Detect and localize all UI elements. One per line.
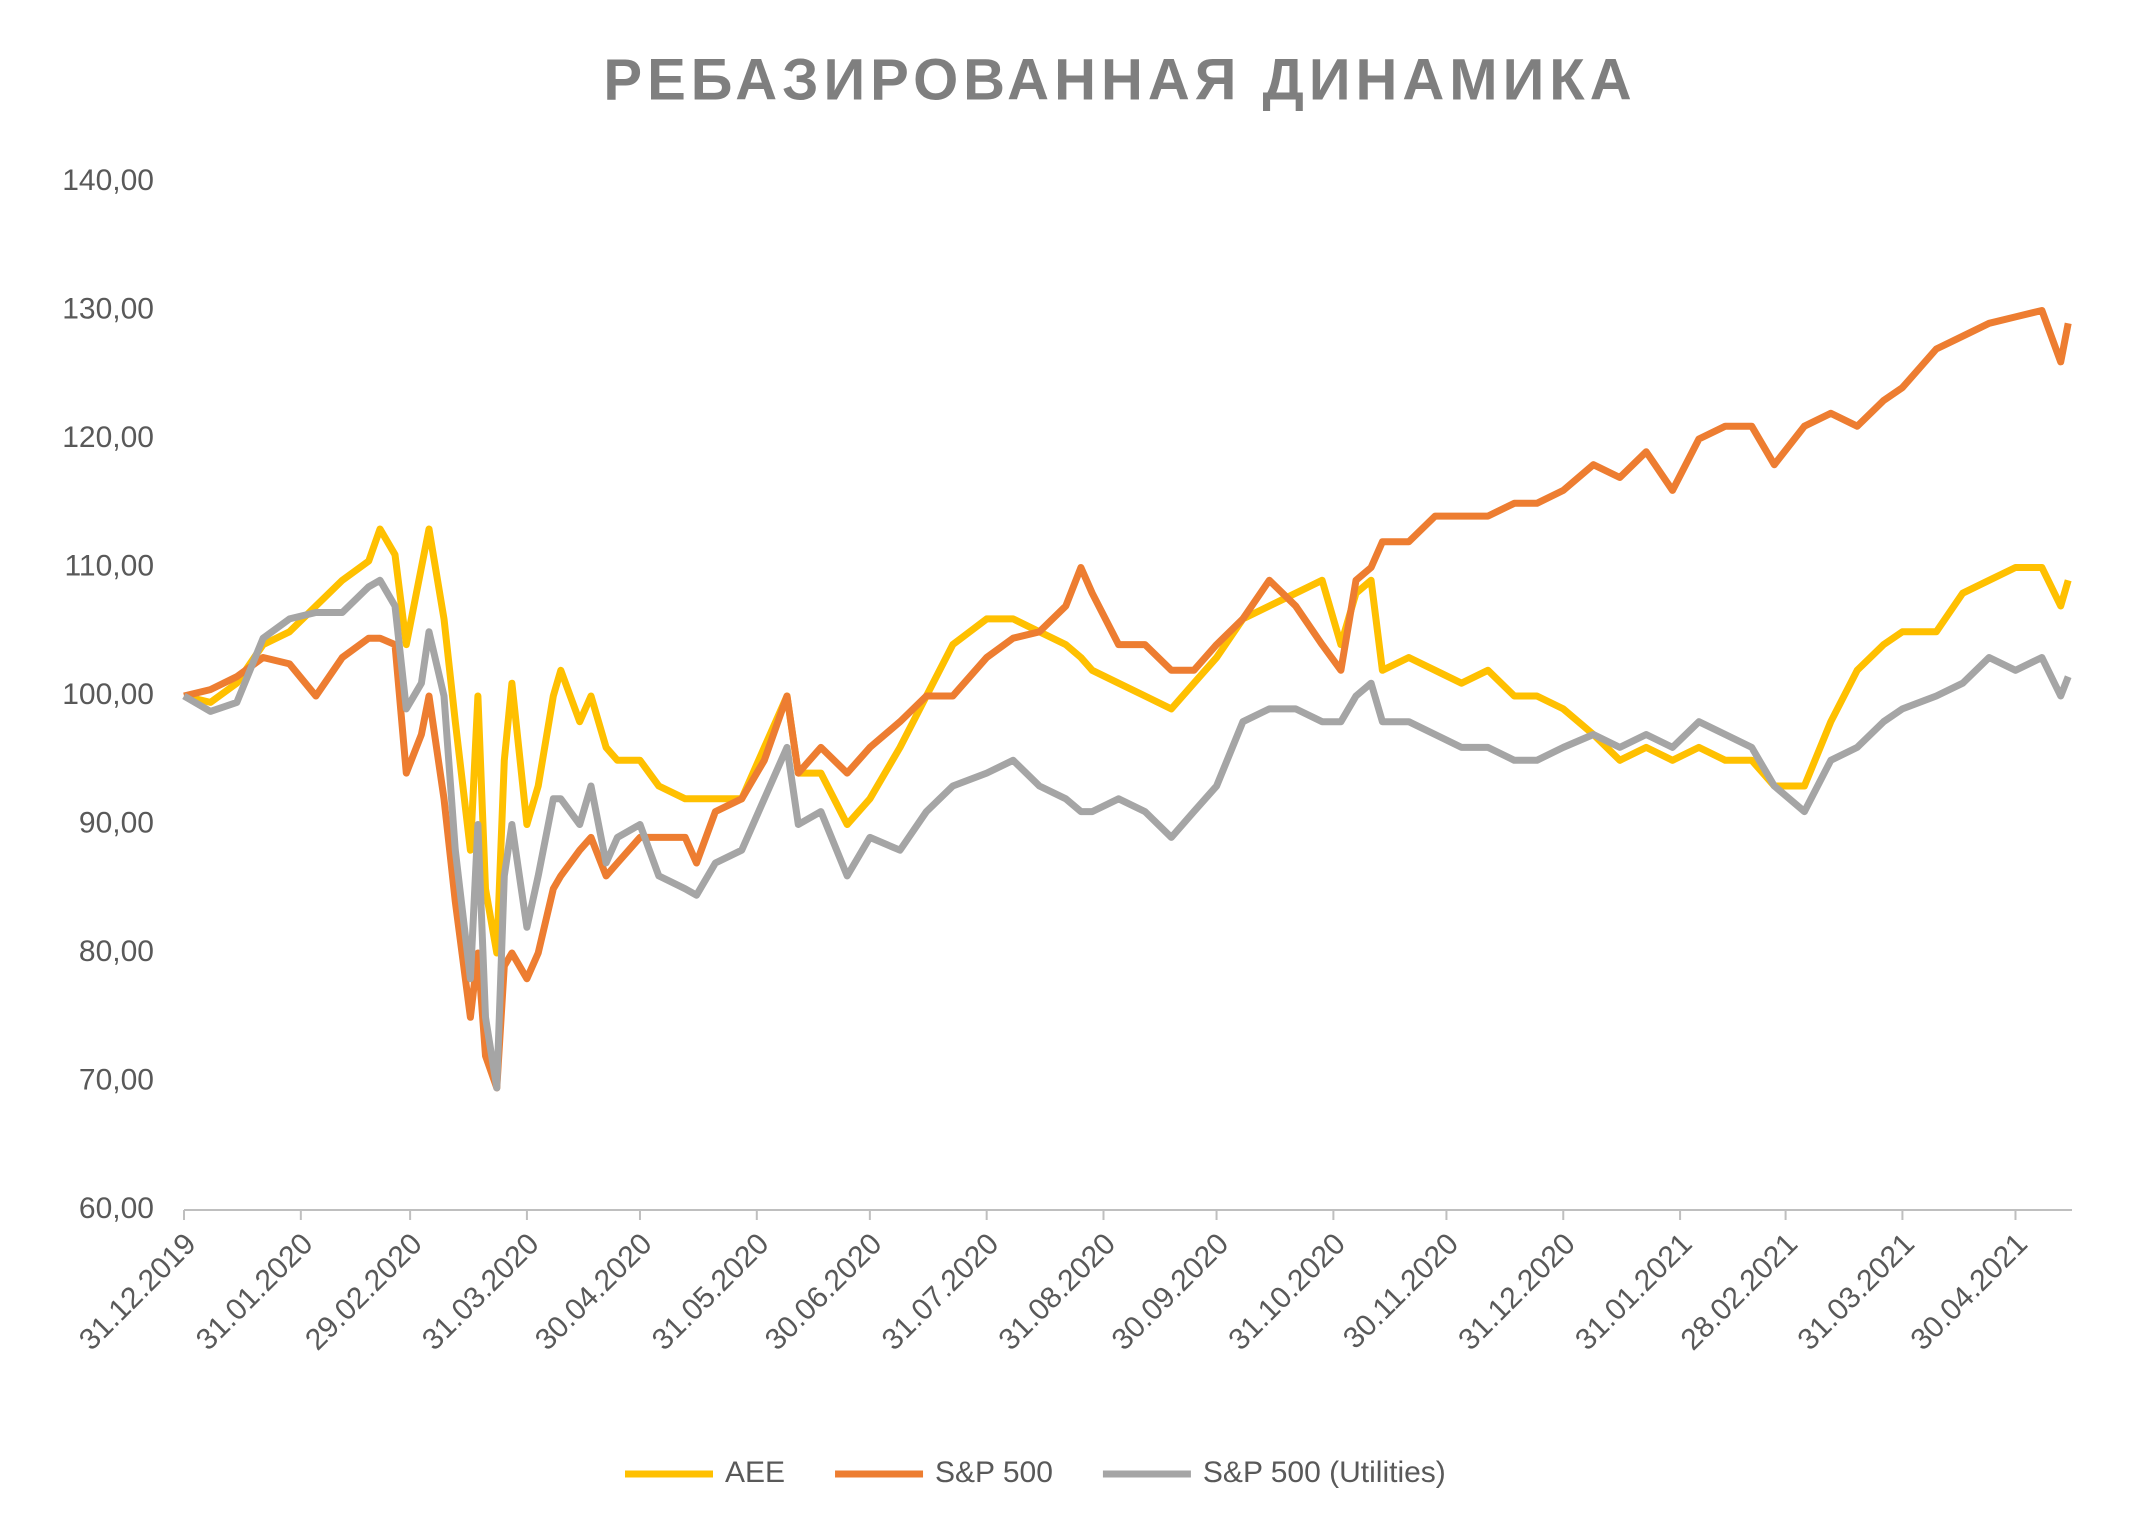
- y-tick-label: 70,00: [79, 1063, 154, 1096]
- x-tick-label: 30.04.2020: [529, 1227, 659, 1357]
- x-tick-label: 30.09.2020: [1106, 1227, 1236, 1357]
- y-tick-label: 100,00: [62, 678, 154, 711]
- y-tick-label: 130,00: [62, 292, 154, 325]
- x-tick-label: 31.07.2020: [876, 1227, 1006, 1357]
- y-tick-label: 80,00: [79, 935, 154, 968]
- y-tick-label: 120,00: [62, 421, 154, 454]
- series-line: [183, 307, 2072, 1092]
- x-tick-label: 30.11.2020: [1337, 1227, 1465, 1355]
- x-tick-label: 29.02.2020: [299, 1227, 429, 1357]
- y-tick-label: 60,00: [79, 1192, 154, 1225]
- x-tick-label: 31.10.2020: [1222, 1227, 1352, 1357]
- series-line: [183, 525, 2072, 957]
- x-tick-label: 31.08.2020: [993, 1227, 1123, 1357]
- legend-item: S&P 500: [835, 1456, 1053, 1489]
- y-tick-label: 140,00: [62, 164, 154, 197]
- y-tick-label: 110,00: [64, 549, 154, 582]
- legend-item: S&P 500 (Utilities): [1102, 1456, 1446, 1489]
- legend-item: AEE: [625, 1456, 785, 1489]
- legend-label: S&P 500 (Utilities): [1203, 1456, 1446, 1489]
- series-line: [182, 576, 2072, 1092]
- x-tick-label: 31.05.2020: [646, 1227, 776, 1357]
- x-tick-label: 31.03.2020: [416, 1227, 546, 1357]
- legend-label: S&P 500: [935, 1456, 1053, 1489]
- y-tick-label: 90,00: [79, 806, 154, 839]
- x-tick-label: 31.03.2021: [1791, 1227, 1921, 1357]
- x-tick-label: 30.06.2020: [759, 1227, 889, 1357]
- chart-title: РЕБАЗИРОВАННАЯ ДИНАМИКА: [603, 47, 1636, 112]
- legend-label: AEE: [725, 1456, 785, 1489]
- x-tick-label: 31.12.2019: [73, 1227, 203, 1357]
- x-tick-label: 31.12.2020: [1452, 1227, 1582, 1357]
- x-tick-label: 30.04.2021: [1905, 1227, 2035, 1357]
- x-tick-label: 31.01.2020: [190, 1227, 320, 1357]
